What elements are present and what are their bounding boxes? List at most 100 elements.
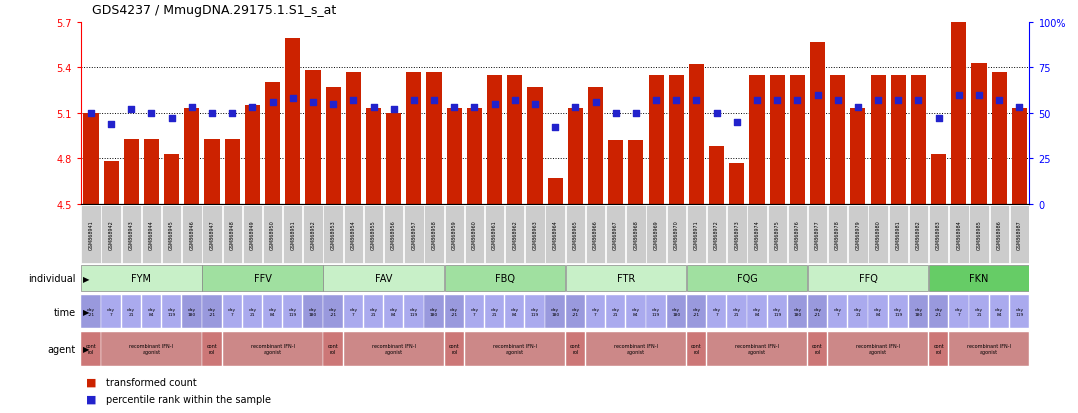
Bar [263,295,282,329]
Bar [585,206,605,263]
Bar [949,332,1029,366]
Point [586,100,604,106]
Text: day
119: day 119 [530,308,539,316]
Text: GSM868982: GSM868982 [916,220,921,249]
Bar [142,295,162,329]
Bar [990,295,1009,329]
Text: GSM868974: GSM868974 [755,220,760,249]
Bar [124,139,139,204]
Bar [425,206,444,263]
Text: day
7: day 7 [470,308,479,316]
Text: day
84: day 84 [511,308,519,316]
Bar [949,295,968,329]
Text: day
7: day 7 [107,308,115,316]
Bar [205,139,220,204]
Bar [508,76,523,204]
Point [324,101,342,108]
Bar [929,206,949,263]
Bar [608,141,623,204]
Text: recombinant IFN-I
agonist: recombinant IFN-I agonist [129,344,174,354]
Bar [992,73,1007,204]
Bar [525,295,544,329]
Bar [384,206,403,263]
Bar [606,206,625,263]
Text: day
84: day 84 [752,308,761,316]
Text: GSM868965: GSM868965 [572,220,578,249]
Text: day
119: day 119 [894,308,902,316]
Bar [427,73,442,204]
Point [970,92,987,99]
Text: GSM868985: GSM868985 [977,220,982,249]
Bar [344,295,363,329]
Bar [182,295,202,329]
Text: GSM868953: GSM868953 [331,220,335,249]
Bar [404,295,424,329]
Text: day
180: day 180 [551,308,559,316]
Text: ▶: ▶ [83,344,89,354]
Bar [929,266,1029,292]
Point [667,97,685,104]
Text: day
-21: day -21 [692,308,701,316]
Text: FAV: FAV [375,274,392,284]
Bar [687,266,807,292]
Bar [222,332,322,366]
Bar [81,332,100,366]
Text: day
119: day 119 [289,308,296,316]
Bar [709,147,724,204]
Bar [828,332,928,366]
Point [849,105,867,112]
Text: day
84: day 84 [874,308,882,316]
Text: GSM868979: GSM868979 [856,220,860,249]
Text: recombinant IFN-I
agonist: recombinant IFN-I agonist [856,344,900,354]
Text: ▶: ▶ [83,307,89,316]
Text: GSM868973: GSM868973 [734,220,740,249]
Bar [689,65,704,204]
Text: day
84: day 84 [389,308,398,316]
Bar [810,43,825,204]
Point [345,97,362,104]
Text: GSM868951: GSM868951 [290,220,295,249]
Point [769,97,786,104]
Text: day
7: day 7 [349,308,358,316]
Text: day
21: day 21 [733,308,741,316]
Bar [747,295,766,329]
Bar [425,295,444,329]
Bar [446,109,461,204]
Bar [485,206,505,263]
Text: GSM868969: GSM868969 [653,220,659,249]
Text: GSM868983: GSM868983 [936,220,941,249]
Text: day
-21: day -21 [935,308,943,316]
Text: GSM868966: GSM868966 [593,220,598,249]
Bar [465,206,484,263]
Text: GSM868948: GSM868948 [230,220,235,249]
Text: FTR: FTR [617,274,635,284]
Text: FBQ: FBQ [495,274,514,284]
Text: day
-21: day -21 [208,308,216,316]
Bar [406,73,421,204]
Text: GSM868941: GSM868941 [88,220,94,249]
Bar [203,266,322,292]
Point [688,97,705,104]
Bar [222,206,241,263]
Bar [566,295,585,329]
Bar [203,332,222,366]
Point [729,119,746,126]
Bar [890,76,906,204]
Text: GSM868959: GSM868959 [452,220,457,249]
Text: GSM868987: GSM868987 [1017,220,1022,249]
Text: day
7: day 7 [833,308,842,316]
Text: recombinant IFN-I
agonist: recombinant IFN-I agonist [372,344,416,354]
Text: GSM868967: GSM868967 [613,220,618,249]
Bar [404,206,424,263]
Bar [566,206,585,263]
Bar [828,295,847,329]
Bar [284,295,303,329]
Text: recombinant IFN-I
agonist: recombinant IFN-I agonist [967,344,1011,354]
Text: transformed count: transformed count [106,377,196,387]
Text: GSM868954: GSM868954 [350,220,356,249]
Text: day
-21: day -21 [329,308,337,316]
Text: day
21: day 21 [370,308,377,316]
Bar [888,295,908,329]
Bar [142,206,162,263]
Bar [626,206,646,263]
